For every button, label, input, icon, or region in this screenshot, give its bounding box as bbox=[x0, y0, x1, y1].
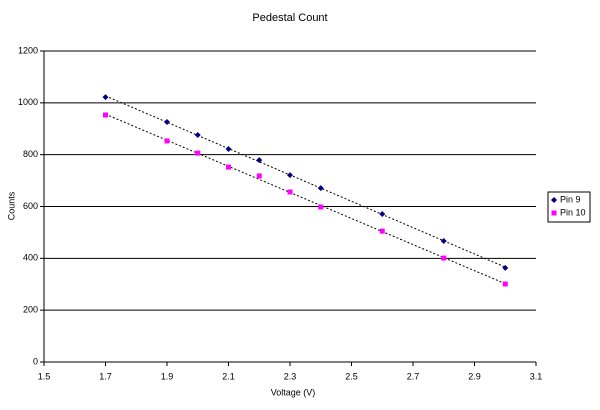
legend-box bbox=[547, 191, 591, 223]
x-tick-label: 2.3 bbox=[284, 371, 297, 381]
x-tick-label: 2.7 bbox=[407, 371, 420, 381]
point bbox=[379, 211, 386, 218]
point bbox=[441, 255, 447, 261]
point bbox=[502, 281, 508, 287]
y-tick-label: 800 bbox=[23, 149, 38, 159]
legend-label: Pin 9 bbox=[560, 194, 581, 204]
point bbox=[102, 94, 109, 101]
chart-title: Pedestal Count bbox=[252, 12, 327, 24]
point bbox=[103, 112, 108, 118]
y-tick-label: 1200 bbox=[18, 45, 38, 55]
point bbox=[164, 138, 170, 144]
legend-label: Pin 10 bbox=[560, 207, 586, 217]
trendline bbox=[105, 113, 506, 285]
point bbox=[164, 119, 170, 126]
trendline bbox=[105, 95, 506, 268]
point bbox=[256, 173, 262, 179]
point bbox=[287, 172, 293, 179]
point bbox=[226, 164, 231, 170]
x-tick-label: 1.9 bbox=[161, 371, 174, 381]
point bbox=[502, 264, 509, 271]
point bbox=[318, 204, 324, 210]
point bbox=[317, 185, 324, 192]
x-tick-label: 1.7 bbox=[99, 371, 112, 381]
legend-marker bbox=[551, 210, 557, 216]
point bbox=[195, 150, 201, 156]
x-tick-label: 2.9 bbox=[468, 371, 481, 381]
y-tick-label: 200 bbox=[23, 305, 38, 315]
x-tick-label: 2.1 bbox=[222, 371, 235, 381]
point bbox=[379, 228, 385, 234]
x-axis-label: Voltage (V) bbox=[271, 387, 316, 397]
x-tick-label: 1.5 bbox=[38, 371, 51, 381]
point bbox=[440, 237, 447, 244]
point bbox=[225, 145, 232, 152]
point bbox=[287, 189, 293, 195]
point bbox=[194, 131, 201, 138]
y-axis-label: Counts bbox=[6, 191, 16, 220]
y-tick-label: 400 bbox=[23, 253, 38, 263]
y-tick-label: 1000 bbox=[18, 97, 38, 107]
y-tick-label: 0 bbox=[33, 356, 38, 366]
y-tick-label: 600 bbox=[23, 201, 38, 211]
point bbox=[256, 157, 263, 164]
legend-marker bbox=[551, 197, 557, 203]
x-tick-label: 2.5 bbox=[345, 371, 358, 381]
x-tick-label: 3.1 bbox=[530, 371, 543, 381]
